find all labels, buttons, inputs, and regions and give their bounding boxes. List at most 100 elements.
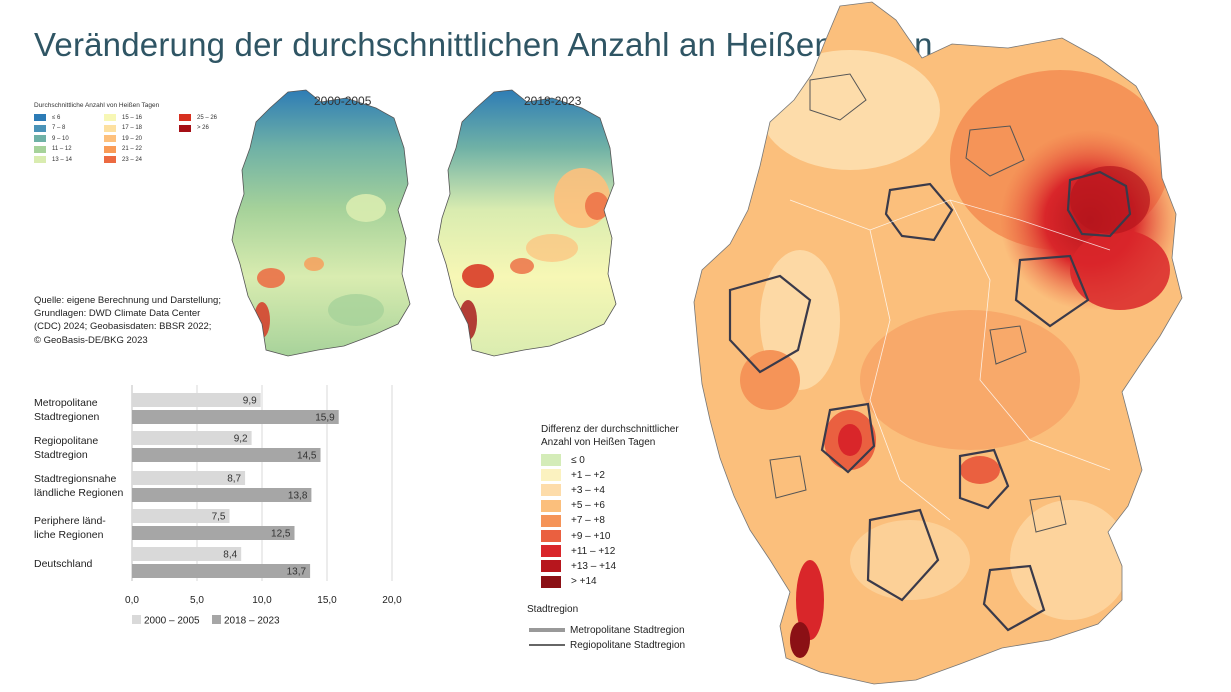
small-legend-item: 9 – 10 — [34, 135, 69, 142]
bar-chart: 0,0 5,0 10,0 15,0 20,0 9,9 15,9 9,2 14,5 8,7 13,8 7… — [125, 385, 402, 626]
category-line: ländliche Regionen — [34, 486, 124, 499]
legend-label: 17 – 18 — [122, 125, 143, 131]
difference-legend-title-line: Differenz der durchschnittlicher — [541, 424, 679, 435]
legend-swatch — [541, 545, 561, 558]
bar-value-label: 15,9 — [315, 413, 335, 424]
category-line: liche Regionen — [34, 528, 104, 541]
legend-swatch — [541, 560, 561, 573]
small-map-2018-2023: 2018-2023 — [437, 89, 617, 357]
difference-legend: Differenz der durchschnittlicher Anzahl … — [541, 423, 679, 449]
difference-legend-item: +7 – +8 — [541, 514, 605, 527]
legend-swatch — [179, 114, 191, 121]
legend-swatch — [541, 469, 561, 482]
legend-label: 7 – 8 — [52, 125, 66, 131]
bar-category-label: Deutschland — [34, 558, 92, 572]
difference-legend-item: ≤ 0 — [541, 454, 585, 466]
legend-label: +1 – +2 — [571, 469, 605, 481]
legend-swatch — [34, 114, 46, 121]
legend-swatch — [34, 156, 46, 163]
bar-category-label: Regiopolitane Stadtregion — [34, 435, 98, 462]
small-legend-item: 7 – 8 — [34, 124, 66, 132]
legend-label: 2018 – 2023 — [224, 616, 280, 626]
germany-outline — [693, 1, 1183, 685]
legend-label: 23 – 24 — [122, 156, 143, 163]
difference-legend-item: +5 – +6 — [541, 499, 605, 512]
legend-label: +13 – +14 — [571, 560, 617, 572]
legend-label: ≤ 0 — [571, 454, 585, 466]
small-map-label: 2018-2023 — [524, 94, 582, 108]
legend-swatch — [34, 124, 46, 132]
category-line: Periphere länd- — [34, 515, 106, 527]
small-legend-item: 25 – 26 — [179, 114, 217, 121]
legend-label: 15 – 16 — [122, 114, 143, 121]
small-legend-title: Durchschnittliche Anzahl von Heißen Tage… — [34, 102, 160, 109]
bar-category-label: Stadtregionsnahe ländliche Regionen — [34, 473, 123, 500]
bar-value-label: 13,8 — [288, 491, 308, 502]
x-tick-label: 15,0 — [317, 595, 337, 606]
difference-legend-item: +1 – +2 — [541, 469, 605, 482]
legend-swatch — [541, 514, 561, 527]
source-line: (CDC) 2024; Geobasisdaten: BBSR 2022; — [34, 321, 212, 333]
legend-label: 9 – 10 — [52, 135, 69, 142]
legend-label: 19 – 20 — [122, 135, 143, 142]
legend-swatch — [541, 499, 561, 512]
source-line: Grundlagen: DWD Climate Data Center — [34, 308, 201, 320]
bar-value-label: 7,5 — [212, 512, 226, 523]
bar — [132, 547, 242, 561]
x-tick-label: 10,0 — [252, 595, 272, 606]
difference-map — [693, 1, 1183, 685]
bar — [132, 431, 252, 445]
bar — [132, 564, 311, 578]
source-line: Quelle: eigene Berechnung und Darstellun… — [34, 295, 221, 306]
x-tick-label: 0,0 — [125, 595, 139, 606]
legend-swatch — [104, 114, 116, 121]
small-legend-item: ≤ 6 — [34, 114, 60, 121]
legend-label: > +14 — [571, 576, 597, 588]
legend-label: 2000 – 2005 — [144, 616, 200, 626]
legend-swatch — [179, 124, 191, 132]
source-line: © GeoBasis-DE/BKG 2023 — [34, 334, 148, 346]
stadtregion-regiopolitan-label: Regiopolitane Stadtregion — [570, 640, 686, 651]
small-map-label: 2000-2005 — [314, 94, 372, 108]
small-legend-item: 11 – 12 — [34, 145, 72, 153]
bar-value-label: 9,9 — [243, 396, 257, 407]
legend-swatch — [34, 145, 46, 153]
legend-label: ≤ 6 — [52, 114, 61, 121]
small-legend-item: 23 – 24 — [104, 156, 142, 163]
legend-swatch — [104, 145, 116, 153]
category-line: Metropolitane — [34, 397, 98, 409]
category-line: Stadtregionsnahe — [34, 473, 117, 485]
stadtregion-metropolitan-label: Metropolitane Stadtregion — [570, 625, 685, 636]
difference-legend-item: +13 – +14 — [541, 560, 617, 573]
bar-value-label: 9,2 — [234, 434, 248, 445]
bar — [132, 393, 261, 407]
difference-map-fill — [694, 2, 1182, 684]
difference-legend-item: +11 – +12 — [541, 545, 615, 558]
bar — [132, 448, 321, 462]
small-map-fill — [438, 90, 616, 356]
small-legend-item: 13 – 14 — [34, 156, 72, 163]
legend-label: 25 – 26 — [197, 114, 218, 121]
bar-category-label: Periphere länd- liche Regionen — [34, 515, 106, 542]
small-legend-item: 19 – 20 — [104, 135, 142, 142]
small-legend-item: 17 – 18 — [104, 124, 143, 132]
small-map-2000-2005: 2000-2005 — [231, 89, 411, 357]
bar — [132, 410, 339, 424]
small-legend-item: > 26 — [179, 124, 209, 132]
difference-legend-title-line: Anzahl von Heißen Tagen — [541, 437, 656, 448]
category-line: Deutschland — [34, 558, 93, 570]
metropolitan-region-outlines — [728, 170, 1132, 632]
legend-swatch — [104, 156, 116, 163]
difference-legend-item: > +14 — [541, 575, 597, 588]
source-note: Quelle: eigene Berechnung und Darstellun… — [34, 294, 221, 347]
category-line: Stadtregionen — [34, 410, 100, 423]
bar-value-label: 8,7 — [227, 474, 241, 485]
bar-value-label: 14,5 — [297, 451, 317, 462]
legend-swatch — [212, 615, 221, 624]
small-legend-item: 15 – 16 — [104, 114, 142, 121]
small-map-fill — [232, 90, 410, 356]
legend-label: +9 – +10 — [571, 530, 611, 542]
legend-label: 11 – 12 — [52, 146, 72, 152]
difference-legend-item: +9 – +10 — [541, 530, 610, 542]
legend-label: +5 – +6 — [571, 500, 605, 512]
